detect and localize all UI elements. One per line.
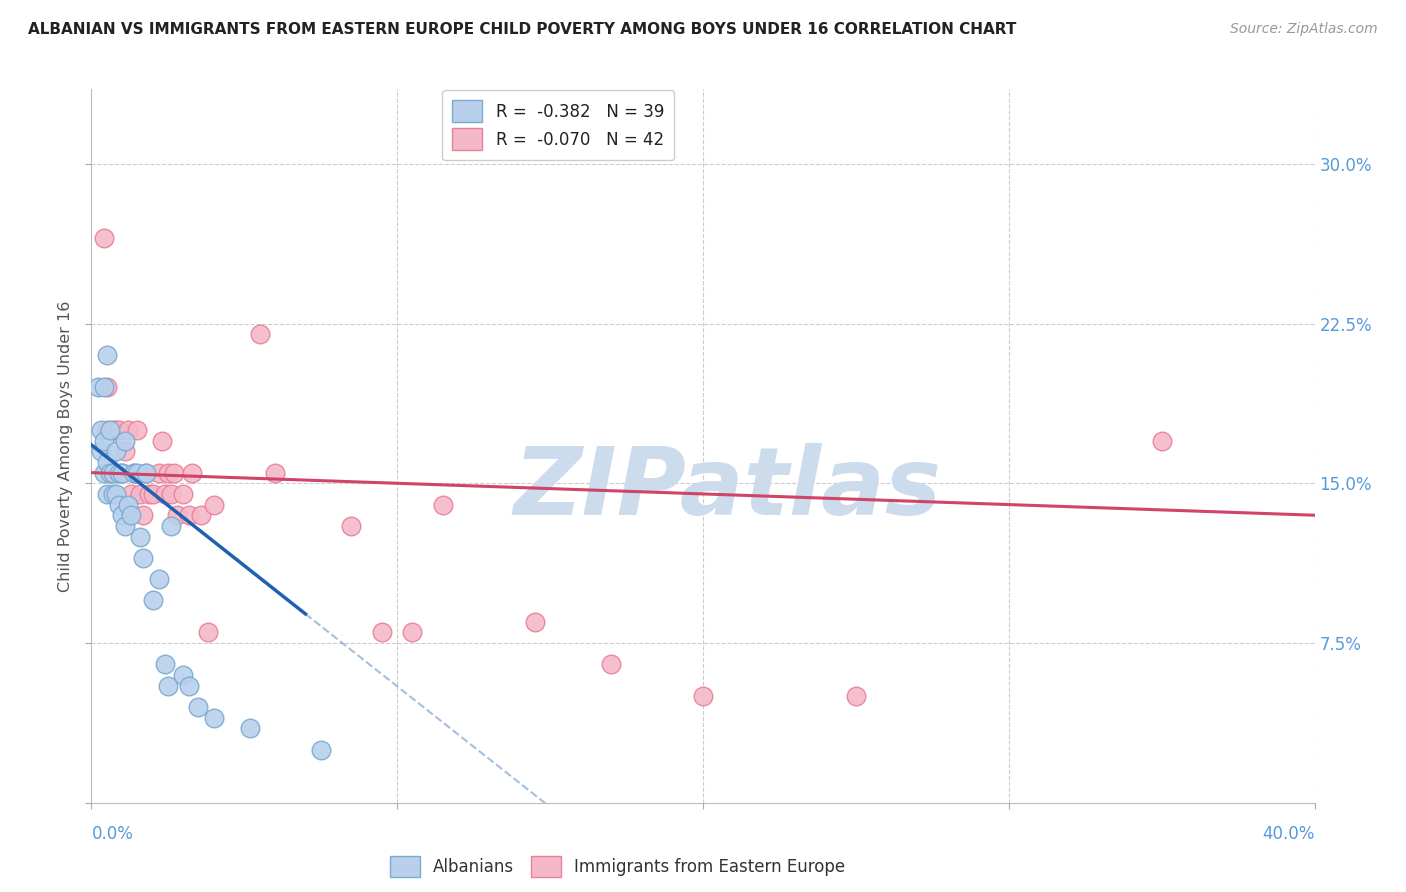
Point [197, 625, 219, 640]
Point [202, 710, 225, 724]
Point [141, 487, 163, 501]
Point [117, 423, 139, 437]
Point [111, 466, 134, 480]
Point [108, 498, 131, 512]
Point [104, 487, 127, 501]
Point [96, 487, 118, 501]
Point [150, 434, 173, 448]
Point [114, 444, 136, 458]
Y-axis label: Child Poverty Among Boys Under 16: Child Poverty Among Boys Under 16 [58, 301, 73, 591]
Point [202, 498, 225, 512]
Point [129, 487, 152, 501]
Point [120, 487, 142, 501]
Point [127, 466, 149, 480]
Point [153, 657, 176, 672]
Point [93, 466, 115, 480]
Point [249, 327, 271, 342]
Point [96, 455, 118, 469]
Point [90, 423, 112, 437]
Point [179, 508, 201, 523]
Point [114, 434, 136, 448]
Point [114, 519, 136, 533]
Point [122, 466, 145, 480]
Point [153, 487, 176, 501]
Point [132, 508, 155, 523]
Point [111, 466, 134, 480]
Point [190, 508, 212, 523]
Point [135, 466, 157, 480]
Point [127, 423, 149, 437]
Point [172, 668, 194, 682]
Point [111, 508, 134, 523]
Point [156, 466, 179, 480]
Point [135, 466, 157, 480]
Point [172, 487, 194, 501]
Point [156, 679, 179, 693]
Point [108, 466, 131, 480]
Point [600, 657, 623, 672]
Text: 0.0%: 0.0% [91, 825, 134, 843]
Point [187, 700, 209, 714]
Text: ZIPatlas: ZIPatlas [513, 442, 942, 535]
Point [401, 625, 423, 640]
Point [93, 434, 115, 448]
Point [96, 380, 118, 394]
Point [96, 423, 118, 437]
Point [163, 466, 186, 480]
Point [132, 550, 155, 565]
Point [141, 593, 163, 607]
Point [160, 487, 183, 501]
Point [90, 444, 112, 458]
Point [120, 508, 142, 523]
Text: Source: ZipAtlas.com: Source: ZipAtlas.com [1230, 22, 1378, 37]
Point [432, 498, 454, 512]
Point [96, 349, 118, 363]
Point [340, 519, 363, 533]
Point [239, 721, 262, 735]
Point [129, 529, 152, 543]
Text: 40.0%: 40.0% [1263, 825, 1315, 843]
Point [138, 487, 160, 501]
Point [98, 466, 121, 480]
Point [166, 508, 188, 523]
Point [104, 423, 127, 437]
Point [93, 231, 115, 245]
Point [264, 466, 287, 480]
Point [101, 466, 124, 480]
Text: ALBANIAN VS IMMIGRANTS FROM EASTERN EUROPE CHILD POVERTY AMONG BOYS UNDER 16 COR: ALBANIAN VS IMMIGRANTS FROM EASTERN EURO… [28, 22, 1017, 37]
Point [93, 380, 115, 394]
Legend: Albanians, Immigrants from Eastern Europe: Albanians, Immigrants from Eastern Europ… [380, 846, 855, 888]
Point [98, 423, 121, 437]
Point [160, 519, 183, 533]
Point [104, 444, 127, 458]
Point [101, 487, 124, 501]
Point [523, 615, 546, 629]
Point [845, 690, 868, 704]
Point [692, 690, 714, 704]
Point [101, 423, 124, 437]
Point [309, 742, 332, 756]
Point [117, 498, 139, 512]
Point [108, 423, 131, 437]
Point [181, 466, 204, 480]
Point [371, 625, 394, 640]
Point [86, 380, 108, 394]
Point [122, 466, 145, 480]
Point [179, 679, 201, 693]
Point [148, 572, 170, 586]
Point [148, 466, 170, 480]
Point [98, 466, 121, 480]
Point [1150, 434, 1173, 448]
